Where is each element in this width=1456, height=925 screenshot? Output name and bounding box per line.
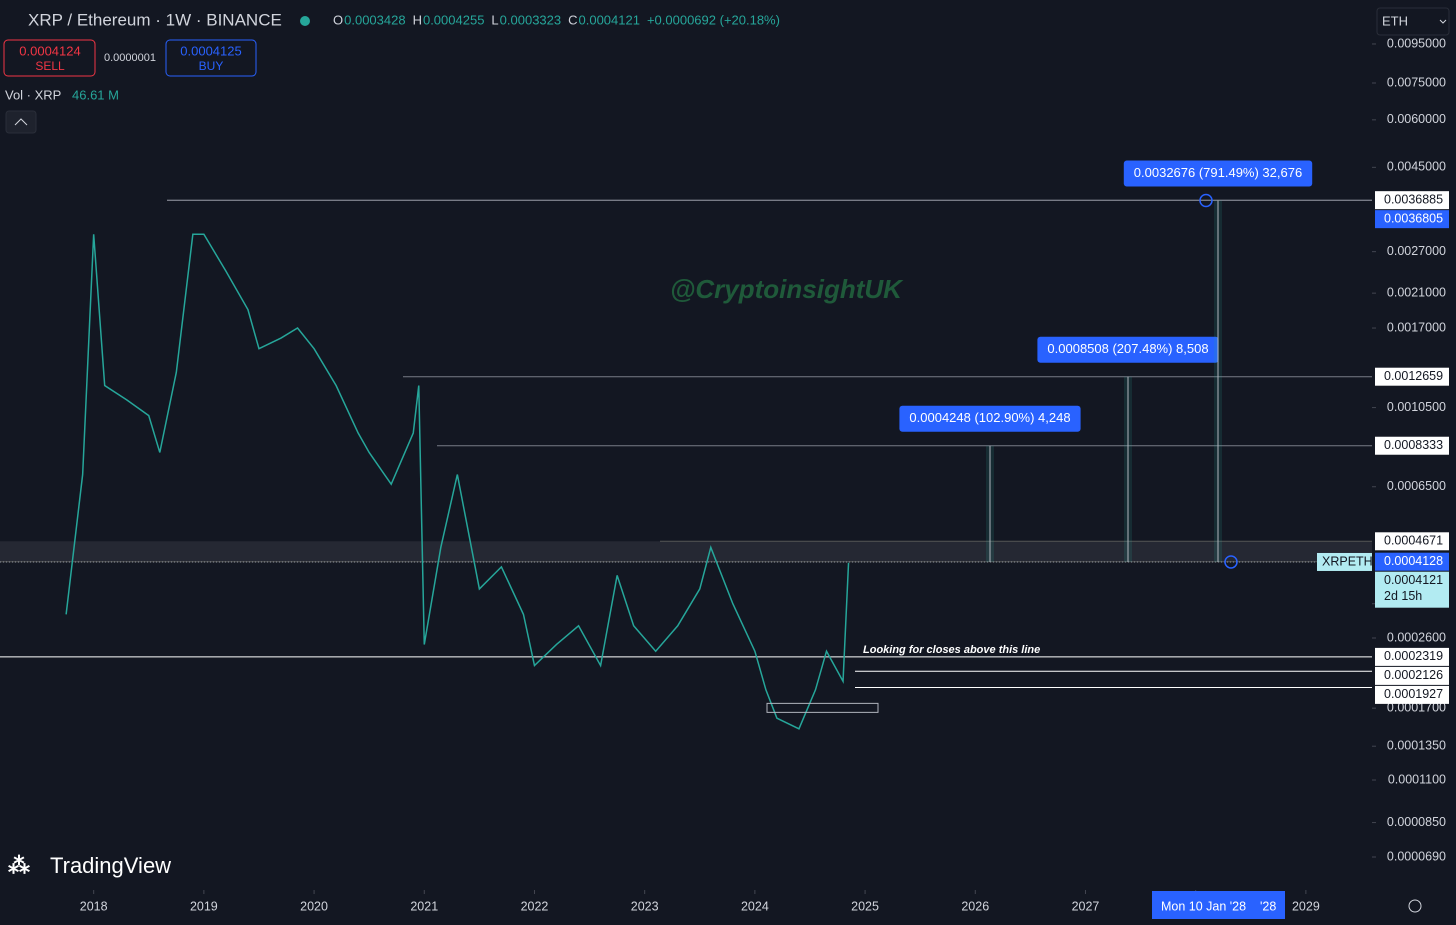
measure-label: 0.0032676 (791.49%) 32,676 [1134, 165, 1302, 180]
support-box [766, 702, 879, 713]
y-tick-label: 0.0000690 [1387, 849, 1446, 863]
brand: TradingView [50, 853, 171, 878]
ohlc-value: 0.0004255 [423, 12, 484, 27]
y-tick-label: 0.0075000 [1387, 75, 1446, 89]
chevron [14, 118, 28, 126]
x-tick-label: 2020 [300, 899, 328, 913]
price-tag [1375, 666, 1449, 685]
measure-box [1123, 160, 1313, 187]
price-tag [1375, 532, 1449, 551]
handle [1224, 555, 1238, 569]
x-tick-label: 2029 [1292, 899, 1320, 913]
x-tick-label: 2018 [80, 899, 108, 913]
x-tick-label: 2027 [1072, 899, 1100, 913]
volume-label: Vol · XRP [5, 87, 61, 102]
price-tag-label: 0.0012659 [1384, 369, 1443, 383]
measure-box [1037, 336, 1219, 363]
x-tick-label: 2026 [961, 899, 989, 913]
x-tick-label: 2021 [410, 899, 438, 913]
price-tag [1375, 685, 1449, 704]
annotation: Looking for closes above this line [863, 644, 1040, 656]
symbol[interactable]: XRP / Ethereum · 1W · BINANCE [28, 10, 282, 29]
ohlc-value: 0.0003428 [344, 12, 405, 27]
price-tag-label: 0.0001927 [1384, 687, 1443, 701]
collapse-button[interactable] [5, 110, 37, 134]
countdown: 2d 15h [1384, 589, 1422, 603]
measure-box [899, 405, 1081, 432]
x-tick-label: 2023 [631, 899, 659, 913]
volume-value: 46.61 M [72, 87, 119, 102]
x-tick-label: 2025 [851, 899, 879, 913]
price-axis [1372, 0, 1456, 925]
y-tick-label: 0.0002600 [1387, 630, 1446, 644]
y-tick-label: 0.0010500 [1387, 400, 1446, 414]
spread: 0.0000001 [104, 52, 156, 64]
price-tag [1375, 571, 1449, 608]
brand-icon: ⁂ [8, 853, 30, 878]
measure-label: 0.0008508 (207.48%) 8,508 [1047, 341, 1208, 356]
buy-button[interactable] [165, 39, 257, 77]
x-tick-label: 2019 [190, 899, 218, 913]
change: +0.0000692 (+20.18%) [647, 12, 780, 27]
buy-price[interactable]: 0.0004125 [180, 43, 241, 58]
price-tag-label: 0.0036805 [1384, 211, 1443, 225]
x-tick-label: 2022 [521, 899, 549, 913]
crosshair-short: '28 [1260, 899, 1276, 913]
ohlc-key: H [413, 12, 422, 27]
y-tick-label: 0.0017000 [1387, 320, 1446, 334]
y-tick-label: 0.0045000 [1387, 160, 1446, 174]
y-tick-label: 0.0021000 [1387, 285, 1446, 299]
sell-button[interactable] [3, 39, 96, 77]
price-tag-label: 0.0004121 [1384, 573, 1443, 587]
y-tick-label: 0.0000850 [1387, 815, 1446, 829]
ohlc-key: O [333, 12, 343, 27]
price-tag [1375, 647, 1449, 666]
sell-price[interactable]: 0.0004124 [19, 43, 80, 58]
ohlc-value: 0.0004121 [579, 12, 640, 27]
price-tag-label: 0.0004671 [1384, 534, 1443, 548]
sell-label[interactable]: SELL [35, 59, 65, 73]
zone [0, 541, 1372, 562]
price-tag [1375, 552, 1449, 571]
y-tick-label: 0.0060000 [1387, 112, 1446, 126]
price-tag [1375, 367, 1449, 386]
measure-label: 0.0004248 (102.90%) 4,248 [909, 410, 1070, 425]
y-tick-label: 0.0001700 [1387, 700, 1446, 714]
y-tick-label: 0.0001350 [1387, 739, 1446, 753]
price-tag-label: 0.0004128 [1384, 554, 1443, 568]
y-tick-label: 0.0006500 [1387, 479, 1446, 493]
handle [1199, 193, 1213, 208]
price-tag-label: 0.0002126 [1384, 668, 1443, 682]
y-tick-label: 0.0001100 [1388, 772, 1446, 786]
price-tag [1375, 436, 1449, 455]
settings-icon[interactable] [1408, 899, 1422, 913]
symbol-tag-label: XRPETH [1322, 554, 1373, 568]
status-dot [300, 16, 310, 26]
price-tag [1375, 191, 1449, 210]
price-tag-label: 0.0008333 [1384, 438, 1443, 452]
price-line [65, 233, 850, 730]
price-tag [1375, 210, 1449, 229]
currency[interactable]: ETH [1382, 13, 1408, 28]
ohlc-key: L [491, 12, 498, 27]
dropdown-icon [1439, 19, 1447, 24]
y-tick-label: 0.0027000 [1387, 244, 1446, 258]
price-tag-label: 0.0002319 [1384, 649, 1443, 663]
currency-select[interactable] [1376, 7, 1450, 36]
price-tag-label: 0.0036885 [1384, 192, 1443, 206]
watermark: @CryptoinsightUK [670, 274, 904, 304]
crosshair-date [1152, 891, 1285, 919]
ohlc: O 0.0003428 H 0.0004255 L 0.0003323 C 0.0004121 [333, 12, 640, 27]
ohlc-value: 0.0003323 [500, 12, 561, 27]
crosshair-date-label: Mon 10 Jan '28 [1161, 899, 1246, 913]
y-tick-label: 0.0095000 [1387, 36, 1446, 50]
symbol-tag [1317, 552, 1372, 571]
x-tick-label: 2024 [741, 899, 769, 913]
buy-label[interactable]: BUY [199, 59, 224, 73]
ohlc-key: C [568, 12, 577, 27]
